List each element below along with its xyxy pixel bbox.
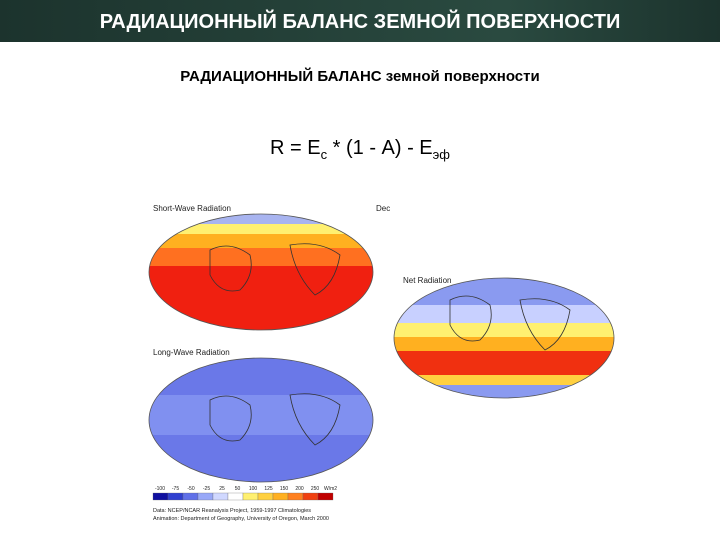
scale-label: -25 <box>203 486 210 492</box>
scale-cell <box>182 492 199 501</box>
scale-label: 50 <box>235 486 241 492</box>
scale-cell <box>302 492 319 501</box>
scale-cell <box>257 492 274 501</box>
scale-cell <box>167 492 184 501</box>
scale-cell <box>227 492 244 501</box>
scale-label: 25 <box>219 486 225 492</box>
map-label: Long-Wave Radiation <box>153 348 230 357</box>
scale-label: -100 <box>155 486 165 492</box>
formula-sub: с <box>320 147 328 162</box>
scale-label: 125 <box>264 486 273 492</box>
scale-cell <box>152 492 169 501</box>
formula: R = Eс * (1 - A) - Eэф <box>0 137 720 162</box>
scale-cell <box>212 492 229 501</box>
formula-text: * (1 - A) - E <box>327 137 433 159</box>
formula-text: R = E <box>270 137 321 159</box>
scale-cell <box>242 492 259 501</box>
scale-label: W/m2 <box>324 486 337 492</box>
scale-label: -75 <box>172 486 179 492</box>
scale-label: 100 <box>249 486 258 492</box>
scale-label: 200 <box>295 486 304 492</box>
scale-cell <box>317 492 334 501</box>
scale-cell <box>287 492 304 501</box>
color-scale: -100 -75 -50 -25 25 50 100 125 150 200 250 W/m2 <box>152 486 337 501</box>
credit: Animation: Department of Geography, Univ… <box>153 516 329 522</box>
month-label: Dec <box>376 204 390 213</box>
scale-cell <box>272 492 289 501</box>
net-map <box>394 278 614 398</box>
long-wave-map <box>149 358 373 482</box>
credit: Data: NCEP/NCAR Reanalysis Project, 1959… <box>153 508 311 514</box>
scale-cell <box>197 492 214 501</box>
slide-title: РАДИАЦИОННЫЙ БАЛАНС ЗЕМНОЙ ПОВЕРХНОСТИ <box>0 0 720 42</box>
map-label: Short-Wave Radiation <box>153 204 231 213</box>
scale-label: -50 <box>187 486 194 492</box>
subtitle: РАДИАЦИОННЫЙ БАЛАНС земной поверхности <box>180 68 540 85</box>
scale-label: 150 <box>280 486 289 492</box>
formula-sub: эф <box>432 147 450 162</box>
map-label: Net Radiation <box>403 276 451 285</box>
short-wave-map <box>149 214 373 330</box>
scale-label: 250 <box>311 486 320 492</box>
